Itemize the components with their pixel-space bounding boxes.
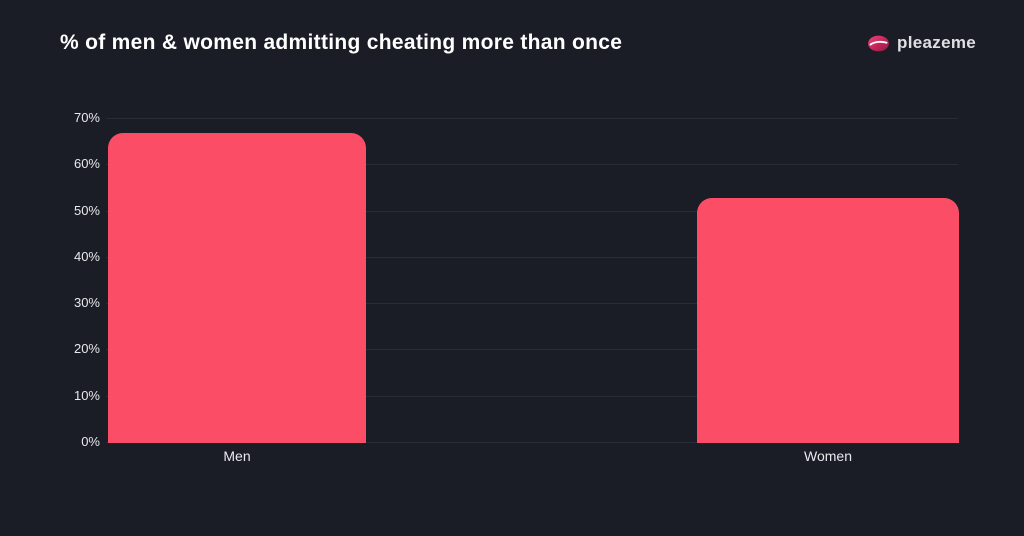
gridline-60	[106, 164, 958, 166]
lips-icon	[868, 35, 889, 51]
brand-logo: pleazeme	[867, 31, 976, 55]
gridline-20	[106, 349, 958, 351]
plot-area	[106, 118, 959, 443]
bar-men	[108, 133, 366, 443]
y-tick-label: 50%	[73, 202, 100, 218]
bar-women	[697, 198, 959, 443]
gridline-30	[106, 303, 958, 305]
y-tick-label: 0%	[81, 434, 100, 449]
y-tick-label: 30%	[73, 295, 100, 311]
y-tick-label: 60%	[73, 156, 100, 172]
y-tick-label: 40%	[73, 248, 100, 264]
gridline-0	[106, 442, 958, 443]
gridline-70	[106, 118, 958, 119]
gridline-40	[106, 256, 958, 258]
y-tick-label: 20%	[73, 341, 100, 357]
gridline-10	[106, 395, 958, 397]
y-axis-labels: 0% 10% 20% 30% 40% 50% 60% 70%	[30, 110, 100, 449]
y-tick-label: 70%	[73, 110, 100, 125]
brand-name: pleazeme	[897, 33, 976, 52]
x-axis-labels: Men Women	[106, 448, 958, 468]
y-tick-label: 10%	[73, 387, 100, 403]
chart-title: % of men & women admitting cheating more…	[60, 31, 623, 54]
gridline-50	[106, 210, 958, 212]
x-tick-label: Men	[223, 448, 251, 464]
x-tick-label: Women	[804, 448, 852, 464]
